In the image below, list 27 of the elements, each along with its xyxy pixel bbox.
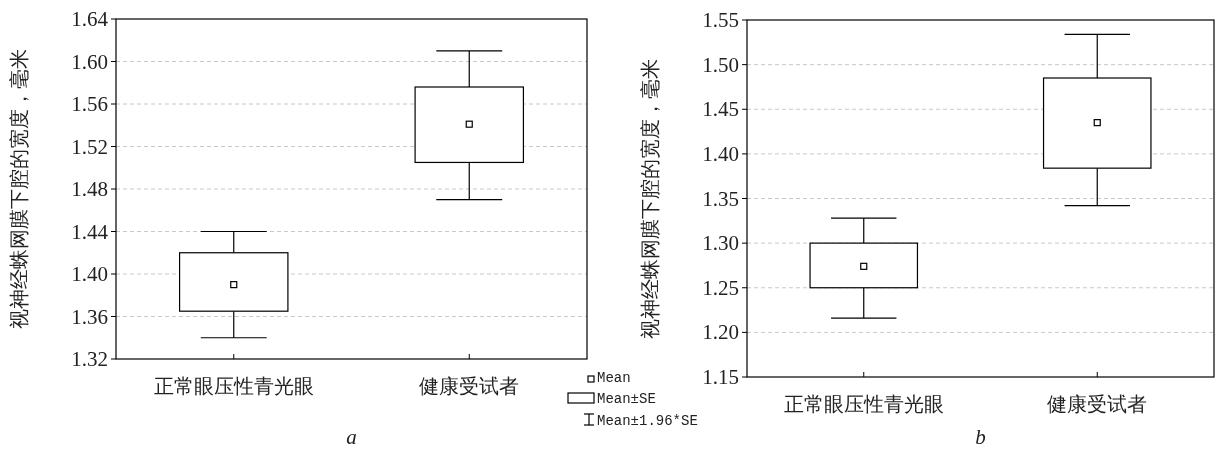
y-tick-label: 1.60 — [71, 49, 108, 74]
legend: Mean Mean±SE Mean±1.96*SE — [567, 370, 698, 429]
y-tick-label: 1.36 — [71, 304, 108, 329]
x-tick-label: 正常眼压性青光眼 — [783, 393, 944, 415]
y-tick-label: 1.45 — [702, 97, 739, 122]
x-tick-label: 健康受试者 — [419, 375, 520, 397]
x-axis-title: a — [346, 425, 357, 449]
y-tick-label: 1.20 — [702, 320, 739, 345]
y-tick-label: 1.56 — [71, 92, 108, 116]
y-axis-title: 视神经蛛网膜下腔的宽度，毫米 — [639, 58, 661, 339]
x-tick-label: 健康受试者 — [1047, 393, 1148, 415]
y-tick-label: 1.40 — [71, 262, 108, 286]
x-axis-title: b — [975, 425, 986, 449]
y-tick-label: 1.15 — [702, 365, 739, 389]
y-tick-label: 1.30 — [702, 231, 739, 256]
y-tick-label: 1.64 — [71, 7, 109, 31]
y-tick-label: 1.40 — [702, 141, 739, 166]
y-tick-label: 1.48 — [71, 177, 108, 201]
y-tick-label: 1.50 — [702, 52, 739, 77]
x-tick-label: 正常眼压性青光眼 — [153, 375, 314, 397]
y-tick-label: 1.52 — [71, 134, 108, 159]
y-tick-label: 1.32 — [71, 347, 108, 371]
y-tick-label: 1.55 — [702, 8, 739, 32]
y-axis-title: 视神经蛛网膜下腔的宽度，毫米 — [8, 49, 30, 329]
y-tick-label: 1.25 — [702, 275, 739, 300]
y-tick-label: 1.44 — [71, 219, 109, 244]
y-tick-label: 1.35 — [702, 186, 739, 211]
